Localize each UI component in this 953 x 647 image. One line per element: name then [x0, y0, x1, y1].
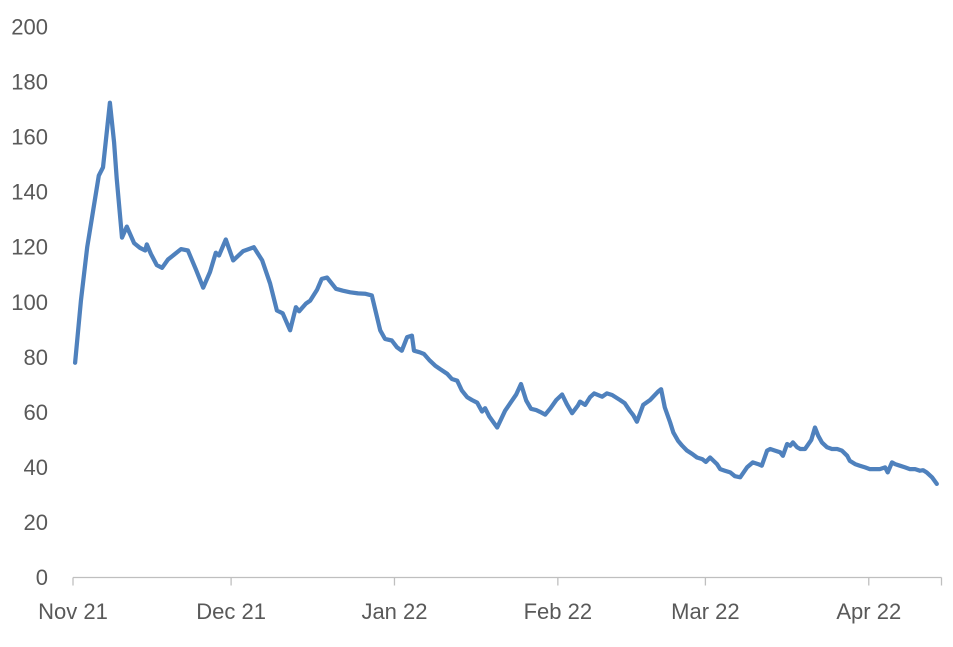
y-axis-tick-label: 160	[11, 125, 48, 150]
y-axis-tick-label: 200	[11, 15, 48, 40]
y-axis-tick-label: 60	[24, 400, 48, 425]
y-axis-tick-label: 20	[24, 510, 48, 535]
y-axis-tick-label: 180	[11, 70, 48, 95]
y-axis-tick-label: 0	[36, 565, 48, 590]
x-axis-tick-label: Dec 21	[196, 599, 266, 624]
x-axis-tick-label: Jan 22	[361, 599, 427, 624]
x-axis-tick-label: Nov 21	[38, 599, 108, 624]
y-axis-tick-label: 40	[24, 455, 48, 480]
y-axis-tick-label: 140	[11, 180, 48, 205]
y-axis-tick-label: 80	[24, 345, 48, 370]
x-axis-tick-label: Feb 22	[524, 599, 593, 624]
y-axis-tick-label: 120	[11, 235, 48, 260]
y-axis-tick-label: 100	[11, 290, 48, 315]
price-line-series	[72, 100, 939, 487]
x-axis-tick-label: Mar 22	[671, 599, 739, 624]
x-axis-tick-label: Apr 22	[836, 599, 901, 624]
